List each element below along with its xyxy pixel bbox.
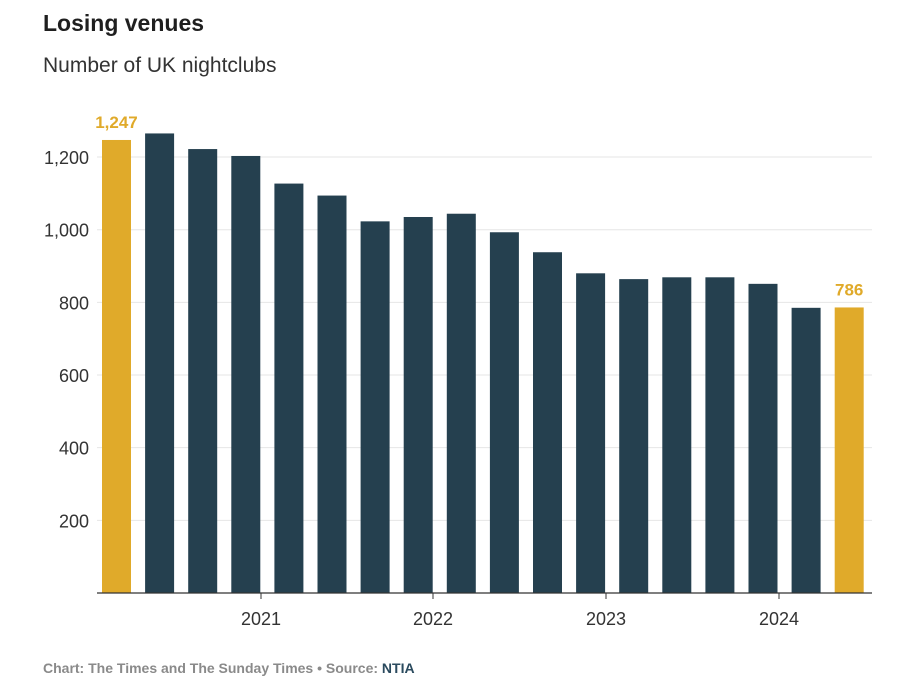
y-tick-label: 1,000 <box>44 221 89 241</box>
bar <box>619 279 649 593</box>
chart-title: Losing venues <box>43 10 205 36</box>
y-tick-label: 800 <box>59 293 89 313</box>
bar <box>834 307 864 593</box>
bar <box>145 133 175 594</box>
bar <box>274 183 304 593</box>
source-prefix: • Source: <box>313 660 382 676</box>
bar <box>791 307 821 593</box>
bar <box>403 216 433 594</box>
y-tick-label: 600 <box>59 366 89 386</box>
bar <box>705 277 735 593</box>
x-tick-label: 2024 <box>759 609 799 629</box>
y-tick-label: 1,200 <box>44 148 89 168</box>
bar <box>231 155 261 593</box>
credit-text: Chart: The Times and The Sunday Times <box>43 660 314 676</box>
data-label: 1,247 <box>95 113 138 132</box>
x-tick-label: 2021 <box>241 609 281 629</box>
bar <box>662 277 692 593</box>
bar <box>102 139 131 593</box>
chart-footer: Chart: The Times and The Sunday Times • … <box>43 660 415 676</box>
x-tick-label: 2023 <box>586 609 626 629</box>
bar <box>748 283 778 593</box>
bar <box>188 149 218 593</box>
bar <box>489 232 519 593</box>
bar <box>446 213 476 594</box>
bar <box>576 273 606 593</box>
y-tick-label: 200 <box>59 511 89 531</box>
bar <box>317 195 347 593</box>
x-tick-label: 2022 <box>413 609 453 629</box>
y-tick-label: 400 <box>59 439 89 459</box>
bar <box>533 252 562 594</box>
source-link[interactable]: NTIA <box>381 660 415 676</box>
chart-subtitle: Number of UK nightclubs <box>43 54 277 77</box>
bar <box>360 221 390 593</box>
data-label: 786 <box>835 280 863 299</box>
